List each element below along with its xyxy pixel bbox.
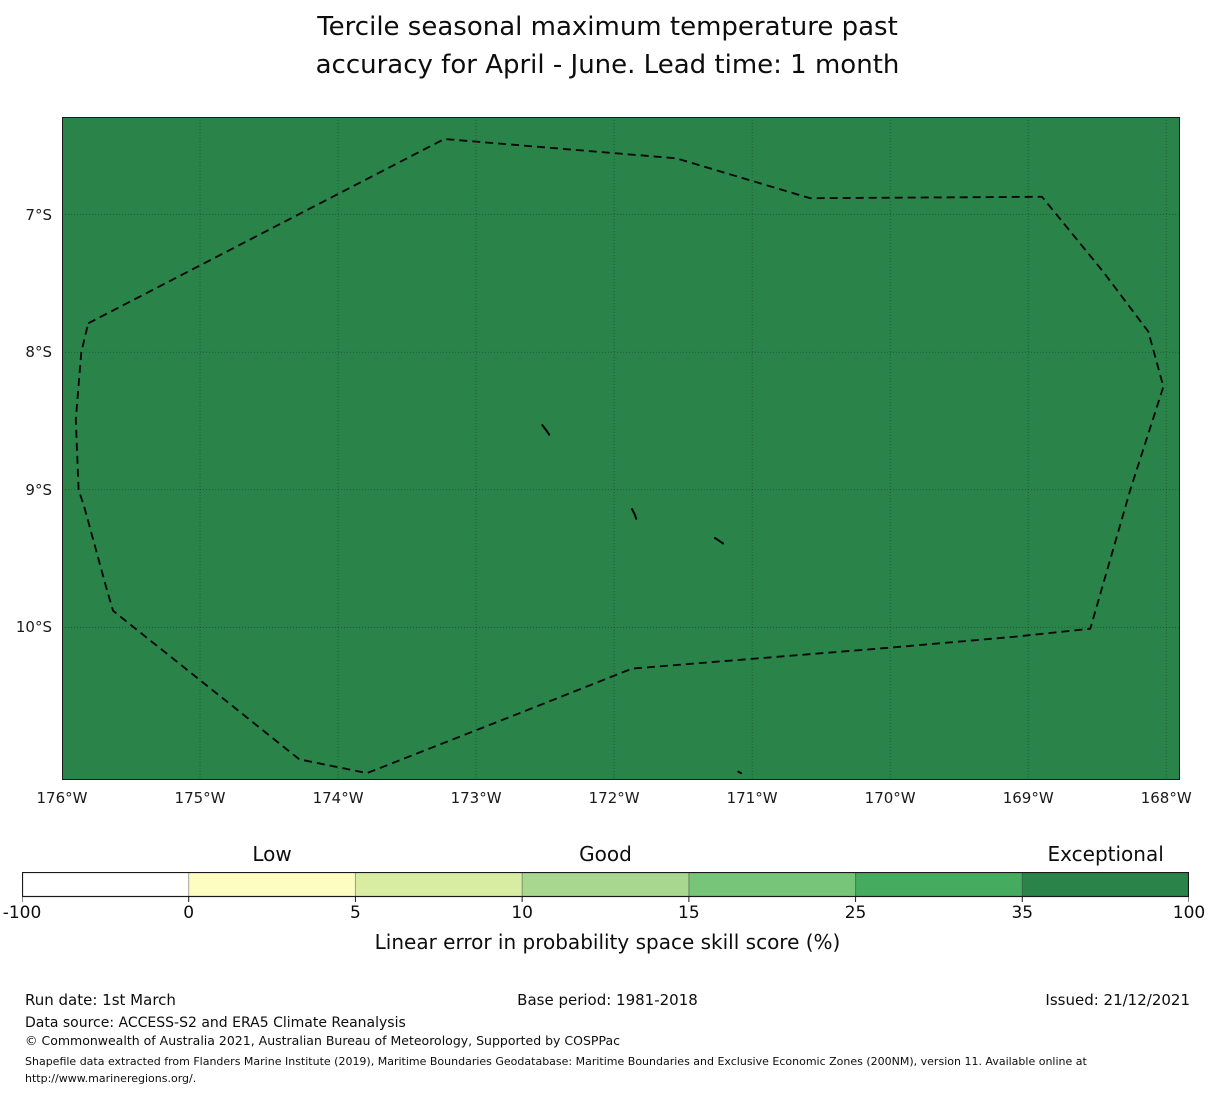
- y-tick-label: 7°S: [25, 205, 52, 224]
- map-region-fill: [62, 117, 1180, 780]
- island-mark: [631, 508, 638, 520]
- colorbar-tick-label: 100: [1172, 903, 1206, 923]
- island-mark: [737, 770, 743, 775]
- run-date-text: Run date: 1st March: [25, 991, 176, 1009]
- shapefile-attribution-url: http://www.marineregions.org/.: [25, 1072, 197, 1085]
- x-tick-label: 170°W: [864, 789, 916, 807]
- colorbar-category-label-low: Low: [252, 842, 292, 866]
- shapefile-attribution-line1: Shapefile data extracted from Flanders M…: [25, 1055, 1087, 1068]
- colorbar-segment: [355, 872, 523, 897]
- colorbar-tick-label: 5: [350, 903, 361, 923]
- plot-title-line2: accuracy for April - June. Lead time: 1 …: [315, 50, 900, 80]
- colorbar-segment: [22, 872, 189, 897]
- x-tick-label: 175°W: [174, 789, 226, 807]
- colorbar-segment: [855, 872, 1023, 897]
- colorbar-category-label-good: Good: [579, 842, 632, 866]
- colorbar-tick-label: 15: [678, 903, 700, 923]
- x-tick-label: 172°W: [588, 789, 640, 807]
- x-tick-label: 169°W: [1002, 789, 1054, 807]
- x-tick-label: 171°W: [726, 789, 778, 807]
- issued-date-text: Issued: 21/12/2021: [1045, 991, 1190, 1009]
- colorbar-tick-label: -100: [2, 903, 42, 923]
- eez-boundary: [74, 138, 1165, 775]
- colorbar-category-label-exceptional: Exceptional: [1047, 842, 1164, 866]
- colorbar: [22, 872, 1189, 902]
- plot-title: Tercile seasonal maximum temperature pas…: [0, 8, 1215, 84]
- plot-title-line1: Tercile seasonal maximum temperature pas…: [317, 12, 898, 42]
- map-canvas: [62, 117, 1180, 780]
- colorbar-axis-label: Linear error in probability space skill …: [374, 930, 841, 954]
- x-tick-label: 174°W: [312, 789, 364, 807]
- island-mark: [713, 536, 725, 545]
- copyright-text: © Commonwealth of Australia 2021, Austra…: [25, 1033, 620, 1048]
- x-tick-label: 173°W: [450, 789, 502, 807]
- colorbar-segment: [522, 872, 689, 897]
- colorbar-outline: [22, 872, 1189, 898]
- y-tick-label: 10°S: [15, 618, 52, 637]
- x-tick-label: 168°W: [1140, 789, 1192, 807]
- data-source-text: Data source: ACCESS-S2 and ERA5 Climate …: [25, 1015, 406, 1031]
- map-frame: [62, 117, 1180, 780]
- colorbar-tick-label: 10: [511, 903, 533, 923]
- colorbar-segment: [1022, 872, 1189, 897]
- colorbar-segment: [688, 872, 856, 897]
- base-period-text: Base period: 1981-2018: [517, 991, 698, 1009]
- colorbar-tick-label: 35: [1011, 903, 1034, 923]
- x-tick-label: 176°W: [36, 789, 88, 807]
- colorbar-tick-label: 0: [183, 903, 195, 923]
- y-tick-label: 9°S: [25, 480, 52, 499]
- island-mark: [541, 424, 551, 436]
- colorbar-tick-label: 25: [844, 903, 867, 923]
- y-tick-label: 8°S: [25, 343, 52, 362]
- colorbar-segment: [188, 872, 356, 897]
